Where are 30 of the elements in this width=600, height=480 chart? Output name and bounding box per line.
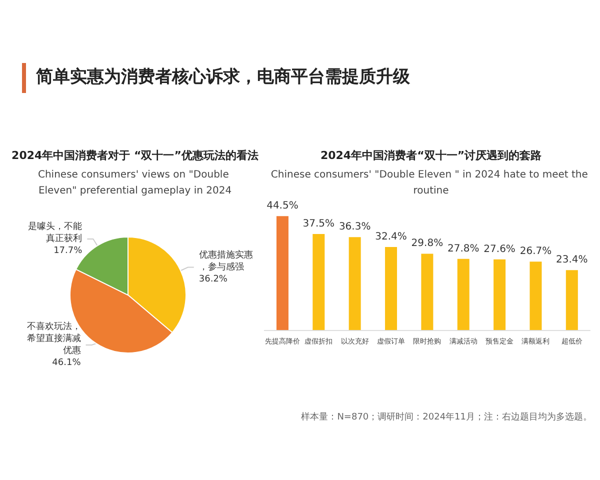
data-label: 36.3%: [338, 222, 371, 233]
data-label: 44.5%: [266, 200, 298, 212]
slice-label: 是噱头，不能真正获利: [28, 220, 82, 244]
data-label: 27.6%: [484, 244, 516, 255]
data-label: 36.2%: [198, 274, 228, 284]
data-label: 26.7%: [520, 246, 552, 258]
data-label: 29.8%: [411, 238, 444, 250]
bar: [494, 259, 506, 330]
data-label: 46.1%: [52, 358, 82, 368]
chart-title: 2024年中国消费者“双十一”讨厌遇到的套路: [320, 149, 542, 162]
bar: [457, 258, 470, 330]
slice-label: 优惠措施实惠，参与感强: [198, 249, 253, 272]
bar: [421, 254, 434, 330]
data-label: 27.8%: [447, 243, 480, 254]
bar: [312, 234, 325, 330]
bar: [530, 262, 542, 330]
bar: [348, 237, 361, 330]
bar: [276, 216, 288, 330]
data-label: 23.4%: [556, 254, 588, 266]
text: 样本量：N=870；调研时间：2024年11月；注：右边题目均为多选题。: [301, 412, 592, 422]
chart-title: 2024年中国消费者对于 “双十一”优惠玩法的看法: [12, 149, 258, 162]
bar: [566, 270, 578, 330]
text: 简单实惠为消费者核心诉求，电商平台需提质升级: [36, 66, 410, 88]
chart-subtitle: Chinese consumers' "Double Eleven " in 2024 hate to meet the routine: [270, 170, 592, 196]
slice-label: 不喜欢玩法，希望直接满减优惠: [26, 321, 81, 356]
data-label: 17.7%: [54, 246, 83, 256]
chart-subtitle: Chinese consumers' views on "Double Eleven" preferential gameplay in 2024: [38, 170, 232, 196]
data-label: 37.5%: [302, 218, 335, 230]
data-label: 32.4%: [375, 232, 407, 243]
bar: [385, 247, 398, 330]
